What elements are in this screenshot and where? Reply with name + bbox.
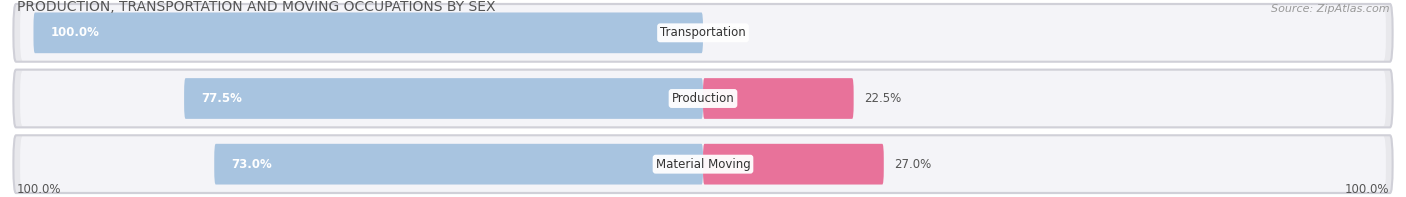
Text: PRODUCTION, TRANSPORTATION AND MOVING OCCUPATIONS BY SEX: PRODUCTION, TRANSPORTATION AND MOVING OC… [17, 0, 495, 14]
Text: Transportation: Transportation [661, 26, 745, 39]
Text: 73.0%: 73.0% [231, 158, 271, 171]
FancyBboxPatch shape [703, 144, 884, 185]
Text: 77.5%: 77.5% [201, 92, 242, 105]
FancyBboxPatch shape [20, 71, 1386, 126]
Text: Material Moving: Material Moving [655, 158, 751, 171]
FancyBboxPatch shape [20, 5, 1386, 60]
FancyBboxPatch shape [214, 144, 703, 185]
Text: Source: ZipAtlas.com: Source: ZipAtlas.com [1271, 4, 1389, 14]
FancyBboxPatch shape [14, 135, 1392, 193]
FancyBboxPatch shape [184, 78, 703, 119]
Text: 100.0%: 100.0% [51, 26, 98, 39]
FancyBboxPatch shape [14, 4, 1392, 62]
Text: 0.0%: 0.0% [713, 26, 742, 39]
FancyBboxPatch shape [14, 70, 1392, 127]
Text: 27.0%: 27.0% [894, 158, 931, 171]
FancyBboxPatch shape [703, 78, 853, 119]
FancyBboxPatch shape [34, 12, 703, 53]
Text: Production: Production [672, 92, 734, 105]
Text: 100.0%: 100.0% [1344, 183, 1389, 196]
Text: 100.0%: 100.0% [17, 183, 62, 196]
FancyBboxPatch shape [20, 137, 1386, 192]
Text: 22.5%: 22.5% [863, 92, 901, 105]
